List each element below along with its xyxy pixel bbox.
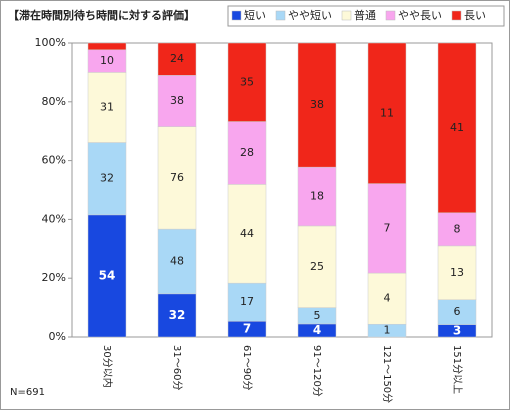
- data-label: 7: [243, 322, 251, 336]
- data-label: 32: [169, 308, 186, 322]
- bar-segment: [157, 126, 197, 230]
- legend-swatch: [385, 10, 396, 21]
- bar-segment: [157, 42, 197, 76]
- y-tick-label: 80%: [42, 95, 66, 108]
- note: N=691: [10, 387, 45, 398]
- data-label: 28: [240, 146, 254, 159]
- bar-segment: [367, 272, 407, 325]
- data-label: 3: [453, 323, 461, 337]
- legend-swatch: [341, 10, 352, 21]
- bar-segment: [227, 42, 267, 122]
- data-label: 6: [454, 305, 461, 318]
- bar-segment: [437, 245, 477, 300]
- x-tick-label: 30分以内: [101, 345, 114, 388]
- bar-segment: [87, 72, 127, 143]
- data-label: 11: [380, 106, 394, 119]
- bar-segment: [437, 42, 477, 214]
- legend-label: 普通: [354, 8, 376, 22]
- data-label: 13: [450, 266, 464, 279]
- legend-swatch: [275, 10, 286, 21]
- x-tick-label: 151分以上: [451, 345, 463, 394]
- legend-label: やや短い: [288, 8, 332, 22]
- data-label: 4: [384, 292, 391, 305]
- bar-segment: [227, 282, 267, 322]
- y-tick-label: 100%: [35, 36, 66, 49]
- y-tick-label: 60%: [42, 154, 66, 167]
- bar-segment: [367, 42, 407, 184]
- data-label: 76: [170, 171, 184, 184]
- chart-title: 【滞在時間別待ち時間に対する評価】: [8, 8, 195, 22]
- bar-segment: [367, 183, 407, 274]
- bar-segment: [437, 299, 477, 325]
- data-label: 38: [310, 98, 324, 111]
- data-label: 41: [450, 121, 464, 134]
- bar-segment: [297, 225, 337, 308]
- data-label: 17: [240, 295, 254, 308]
- x-tick-label: 31～60分: [171, 345, 183, 390]
- y-tick-label: 40%: [42, 212, 66, 225]
- data-label: 10: [100, 54, 114, 67]
- bar-segment: [87, 214, 127, 338]
- data-label: 35: [240, 75, 254, 88]
- data-label: 8: [454, 222, 461, 235]
- data-label: 38: [170, 94, 184, 107]
- legend-label: やや長い: [398, 9, 442, 22]
- data-label: 44: [240, 227, 254, 240]
- data-label: 7: [384, 221, 391, 234]
- bar-segment: [87, 42, 127, 51]
- data-label: 5: [314, 309, 321, 322]
- bar-segment: [157, 293, 197, 338]
- data-label: 18: [310, 190, 324, 203]
- legend-box: [227, 5, 505, 27]
- plot-area: [71, 42, 493, 338]
- bar-segment: [297, 42, 337, 168]
- x-tick-label: 61～90分: [241, 345, 253, 390]
- legend-label: 短い: [244, 8, 266, 22]
- x-tick-label: 91～120分: [311, 345, 323, 397]
- y-tick-label: 20%: [42, 271, 66, 284]
- legend-label: 長い: [464, 9, 486, 22]
- data-label: 24: [170, 52, 184, 65]
- data-label: 4: [313, 323, 321, 337]
- x-tick-label: 121～150分: [381, 345, 393, 403]
- bar-segment: [227, 121, 267, 185]
- data-label: 54: [99, 268, 116, 282]
- y-tick-label: 0%: [49, 330, 66, 343]
- bar-segment: [297, 166, 337, 227]
- data-label: 48: [170, 254, 184, 267]
- data-label: 25: [310, 260, 324, 273]
- data-label: 32: [100, 172, 114, 185]
- legend-swatch: [231, 10, 242, 21]
- bar-segment: [157, 75, 197, 127]
- legend-swatch: [451, 10, 462, 21]
- bar-segment: [227, 184, 267, 284]
- data-label: 31: [100, 100, 114, 113]
- data-label: 1: [384, 324, 391, 337]
